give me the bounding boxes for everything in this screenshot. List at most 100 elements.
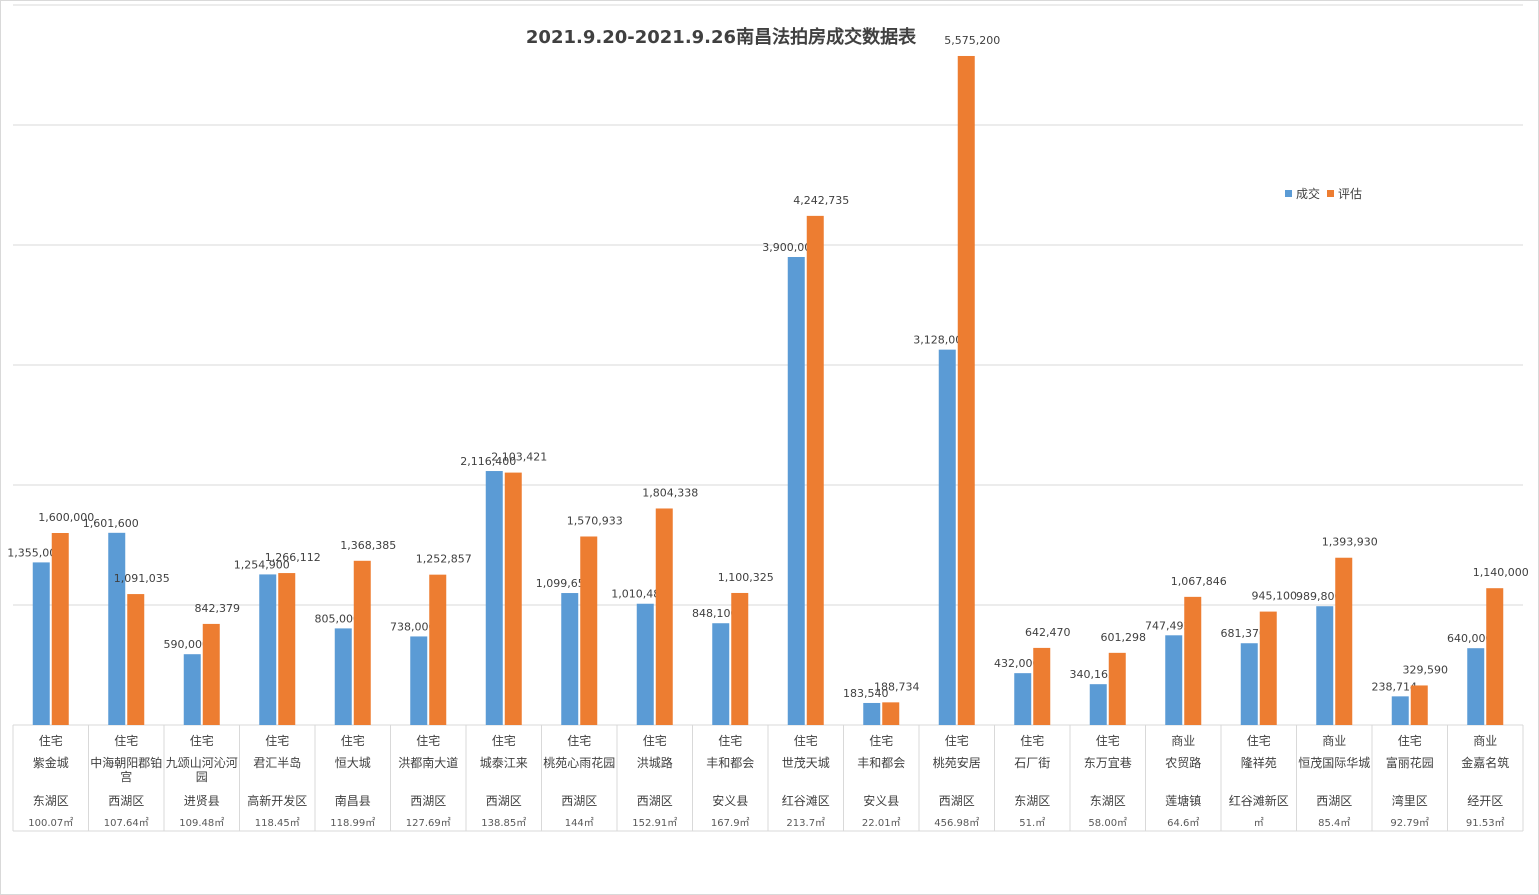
data-label: 989,800 (1296, 590, 1342, 603)
category-type: 住宅 (1247, 733, 1271, 748)
data-label: 238,714 (1372, 680, 1418, 693)
category-name: 世茂天城 (782, 756, 830, 770)
category-area: 92.79㎡ (1390, 817, 1429, 829)
bar-deal (787, 257, 805, 725)
bar-appraisal (1033, 647, 1051, 725)
bar-deal (863, 702, 881, 725)
category-area: 127.69㎡ (406, 817, 451, 829)
category-type: 住宅 (1020, 733, 1044, 748)
category-type: 住宅 (416, 733, 440, 748)
bar-deal (410, 636, 428, 725)
category-district: 湾里区 (1392, 793, 1428, 808)
category-name: 隆祥苑 (1241, 755, 1277, 770)
category-name: 桃苑心雨花园 (543, 755, 615, 770)
category-type: 住宅 (1398, 733, 1422, 748)
bar-appraisal (806, 215, 824, 725)
category-type: 商业 (1473, 733, 1497, 748)
bar-appraisal (1486, 588, 1504, 725)
category-name: 丰和都会 (706, 756, 754, 770)
bar-deal (561, 593, 579, 725)
category-area: 64.6㎡ (1167, 817, 1199, 829)
category-district: 西湖区 (410, 793, 446, 808)
category-name: 园 (196, 770, 208, 784)
category-type: 住宅 (492, 733, 516, 748)
bar-deal (259, 574, 277, 725)
category-type: 住宅 (265, 733, 289, 748)
data-label: 601,298 (1101, 631, 1147, 644)
data-label: 1,570,933 (567, 514, 623, 527)
data-label: 3,128,000 (913, 334, 969, 347)
data-label: 2,103,421 (491, 451, 547, 464)
category-district: 西湖区 (108, 793, 144, 808)
category-district: 红谷滩区 (782, 793, 830, 808)
category-district: 高新开发区 (247, 793, 307, 808)
category-type: 住宅 (718, 733, 742, 748)
data-label: 590,000 (164, 638, 210, 651)
legend: 成交 评估 (1285, 185, 1362, 202)
bar-appraisal (51, 533, 69, 725)
category-area: 22.01㎡ (862, 817, 901, 829)
data-label: 1,266,112 (265, 551, 321, 564)
category-area: 100.07㎡ (28, 817, 73, 829)
category-name: 九颂山河沁河 (166, 756, 238, 770)
bar-deal (1467, 648, 1485, 725)
bar-appraisal (1335, 557, 1353, 725)
category-area: 58.00㎡ (1088, 817, 1127, 829)
bar-appraisal (278, 573, 296, 725)
category-area: 85.4㎡ (1318, 817, 1350, 829)
category-name: 富丽花园 (1386, 755, 1434, 770)
data-label: 340,165 (1070, 668, 1116, 681)
category-name: 桃苑安居 (933, 755, 981, 770)
category-district: 东湖区 (1014, 793, 1050, 808)
category-type: 住宅 (794, 733, 818, 748)
category-type: 住宅 (39, 733, 63, 748)
category-district: 西湖区 (637, 793, 673, 808)
bar-appraisal (429, 574, 447, 725)
data-label: 747,492 (1145, 619, 1191, 632)
bar-appraisal (655, 508, 673, 725)
data-label: 805,000 (315, 612, 361, 625)
bar-appraisal (353, 560, 371, 725)
data-label: 3,900,000 (762, 241, 818, 254)
category-name: 君汇半岛 (253, 755, 301, 770)
data-label: 4,242,735 (793, 194, 849, 207)
bar-appraisal (1108, 652, 1126, 725)
bar-deal (1165, 635, 1183, 725)
legend-swatch-deal (1285, 190, 1292, 197)
category-name: 紫金城 (33, 755, 69, 770)
data-label: 1,368,385 (340, 539, 396, 552)
category-district: 东湖区 (33, 793, 69, 808)
category-district: 西湖区 (486, 793, 522, 808)
category-district: 西湖区 (561, 793, 597, 808)
category-name: 石厂街 (1014, 756, 1050, 770)
category-name: 金嘉名筑 (1461, 755, 1509, 770)
category-district: 西湖区 (1316, 793, 1352, 808)
category-type: 住宅 (114, 733, 138, 748)
bar-deal (108, 532, 126, 725)
category-area: 118.99㎡ (330, 817, 375, 829)
bar-deal (712, 623, 730, 725)
bar-appraisal (882, 702, 900, 725)
bar-deal (1089, 684, 1107, 725)
data-label: 1,091,035 (114, 572, 170, 585)
category-area: ㎡ (1254, 817, 1264, 829)
category-name: 中海朝阳郡铂 (90, 755, 162, 770)
category-type: 商业 (1322, 733, 1346, 748)
category-area: 167.9㎡ (711, 817, 750, 829)
category-area: 144㎡ (565, 817, 594, 829)
data-label: 842,379 (195, 602, 241, 615)
bar-appraisal (504, 472, 522, 725)
bar-appraisal (1410, 685, 1428, 725)
category-area: 213.7㎡ (786, 817, 825, 829)
category-district: 经开区 (1467, 794, 1503, 808)
category-name: 丰和都会 (857, 756, 905, 770)
category-area: 91.53㎡ (1466, 817, 1505, 829)
bar-deal (334, 628, 352, 725)
bar-appraisal (202, 623, 220, 725)
bar-deal (1391, 696, 1409, 725)
data-label: 642,470 (1025, 626, 1071, 639)
data-label: 1,600,000 (38, 511, 94, 524)
data-label: 945,100 (1252, 590, 1298, 603)
